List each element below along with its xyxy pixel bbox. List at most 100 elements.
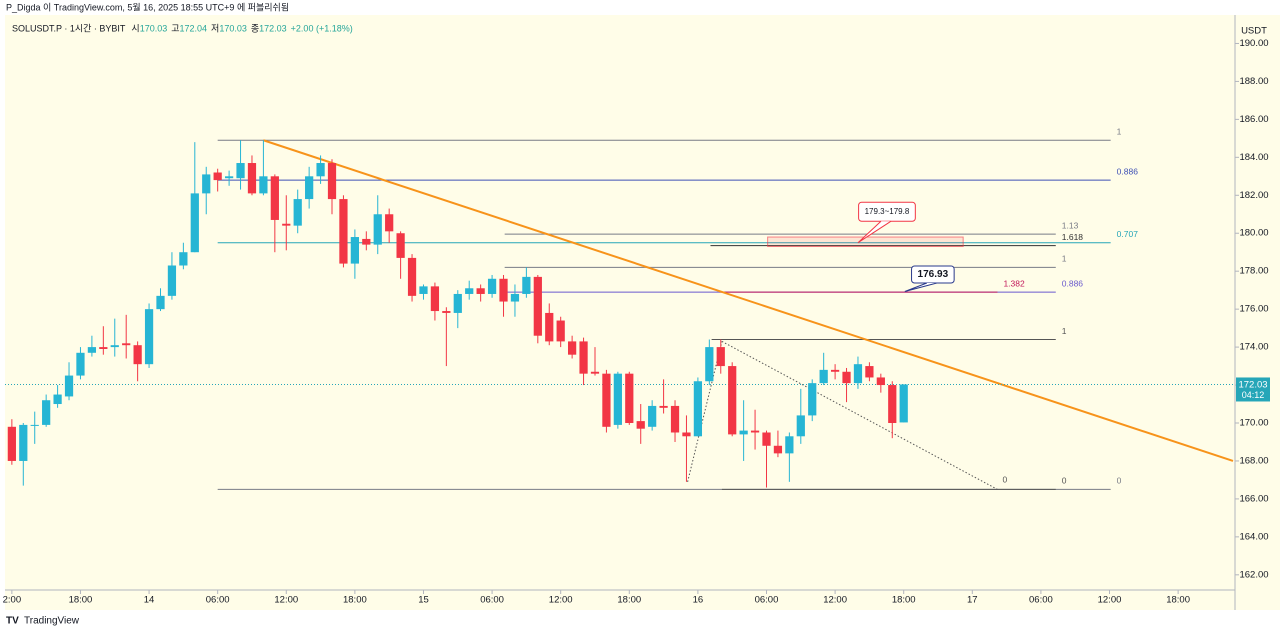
fib-level-label: 1	[1117, 126, 1122, 136]
candle-body	[705, 347, 714, 382]
x-tick-label: 12:00	[823, 595, 847, 606]
ohlc-label: 저	[211, 23, 219, 33]
candle-body	[213, 172, 222, 181]
fib-level-label: 0.886	[1062, 278, 1084, 288]
candles	[7, 140, 908, 488]
candle-body	[350, 237, 359, 264]
candle-body	[899, 384, 908, 423]
candle-body	[522, 276, 531, 294]
y-tick-label: 186.00	[1239, 114, 1268, 125]
y-tick-label: 184.00	[1239, 152, 1268, 163]
candle-body	[888, 385, 897, 424]
x-tick-label: 18:00	[343, 595, 367, 606]
candle-body	[42, 400, 51, 425]
candle-body	[224, 176, 234, 179]
candle-body	[373, 214, 382, 245]
candle-body	[419, 286, 428, 294]
candle-body	[476, 288, 485, 294]
candle-body	[190, 193, 199, 253]
y-tick-label: 188.00	[1239, 76, 1268, 87]
x-tick-label: 14	[144, 595, 155, 606]
candle-body	[133, 345, 142, 365]
ohlc-label: 종	[251, 23, 259, 33]
candle-body	[167, 265, 177, 296]
candle-body	[510, 293, 520, 302]
last-price-label: 172.03	[1238, 379, 1267, 390]
x-tick-label: 12:00	[1098, 595, 1122, 606]
candle-body	[144, 309, 154, 365]
ohlc-value: 172.03	[259, 23, 287, 33]
y-tick-label: 190.00	[1239, 38, 1268, 49]
candle-body	[53, 394, 62, 405]
dotted-line-label: 0	[1002, 475, 1007, 485]
candle-body	[282, 223, 291, 226]
fib-level-label: 0	[1062, 476, 1067, 486]
callout-text: 176.93	[918, 269, 949, 280]
candle-body	[773, 445, 783, 454]
x-tick-label: 18:00	[617, 595, 641, 606]
fib-level-label: 0.707	[1117, 229, 1139, 239]
candle-body	[625, 373, 634, 424]
candle-body	[499, 278, 508, 302]
fib-level-label: 1	[1062, 254, 1067, 264]
candle-body	[442, 311, 451, 313]
candle-body	[659, 405, 668, 408]
trend-line	[263, 139, 1234, 462]
candle-body	[682, 432, 691, 437]
candle-body	[247, 163, 257, 194]
callout-pointer	[904, 282, 937, 292]
candle-body	[305, 176, 314, 200]
brand-logo: TV	[6, 616, 19, 627]
fib-level-label: 1.382	[1003, 278, 1025, 288]
candle-body	[407, 257, 417, 296]
candle-body	[19, 424, 28, 461]
currency: USDT	[1241, 26, 1267, 37]
candle-body	[636, 421, 645, 429]
ohlc-value: 170.03	[219, 23, 247, 33]
x-tick-label: 2:00	[3, 595, 22, 606]
candle-body	[327, 163, 337, 200]
candle-body	[796, 415, 805, 437]
candle-body	[556, 320, 565, 342]
candle-body	[819, 369, 828, 384]
y-tick-label: 164.00	[1239, 531, 1268, 542]
candle-body	[430, 286, 440, 312]
candle-body	[750, 430, 760, 433]
fib-level-label: 0	[1117, 476, 1122, 486]
candle-body	[385, 214, 394, 232]
candle-body	[670, 405, 680, 433]
candle-body	[293, 199, 302, 226]
candle-body	[602, 373, 611, 427]
y-tick-label: 176.00	[1239, 304, 1268, 315]
candle-body	[316, 163, 325, 177]
y-tick-label: 168.00	[1239, 455, 1268, 466]
candle-body	[362, 238, 371, 245]
candle-body	[739, 430, 748, 435]
candle-body	[179, 252, 188, 266]
candle-body	[259, 176, 268, 194]
x-tick-label: 06:00	[480, 595, 504, 606]
candle-body	[30, 424, 39, 426]
candle-body	[876, 377, 885, 386]
y-tick-label: 170.00	[1239, 418, 1268, 429]
candle-body	[99, 347, 108, 349]
candle-body	[487, 278, 497, 294]
candle-body	[842, 371, 851, 384]
fib-level-label: 1	[1062, 326, 1067, 336]
candle-body	[270, 176, 279, 220]
candle-body	[613, 373, 622, 425]
candle-body	[728, 366, 737, 435]
candle-body	[465, 288, 474, 294]
candle-body	[762, 432, 771, 446]
x-tick-label: 18:00	[69, 595, 93, 606]
callout-pointer	[857, 220, 892, 244]
candle-body	[64, 375, 74, 397]
candle-body	[156, 295, 165, 310]
publisher: P_Digda 이 TradingView.com, 5월 16, 2025 1…	[6, 1, 289, 12]
y-tick-label: 174.00	[1239, 342, 1268, 353]
ohlc-label: 시	[131, 23, 139, 33]
x-tick-label: 18:00	[892, 595, 916, 606]
candle-body	[830, 369, 840, 372]
candle-body	[87, 347, 97, 353]
x-tick-label: 06:00	[755, 595, 779, 606]
